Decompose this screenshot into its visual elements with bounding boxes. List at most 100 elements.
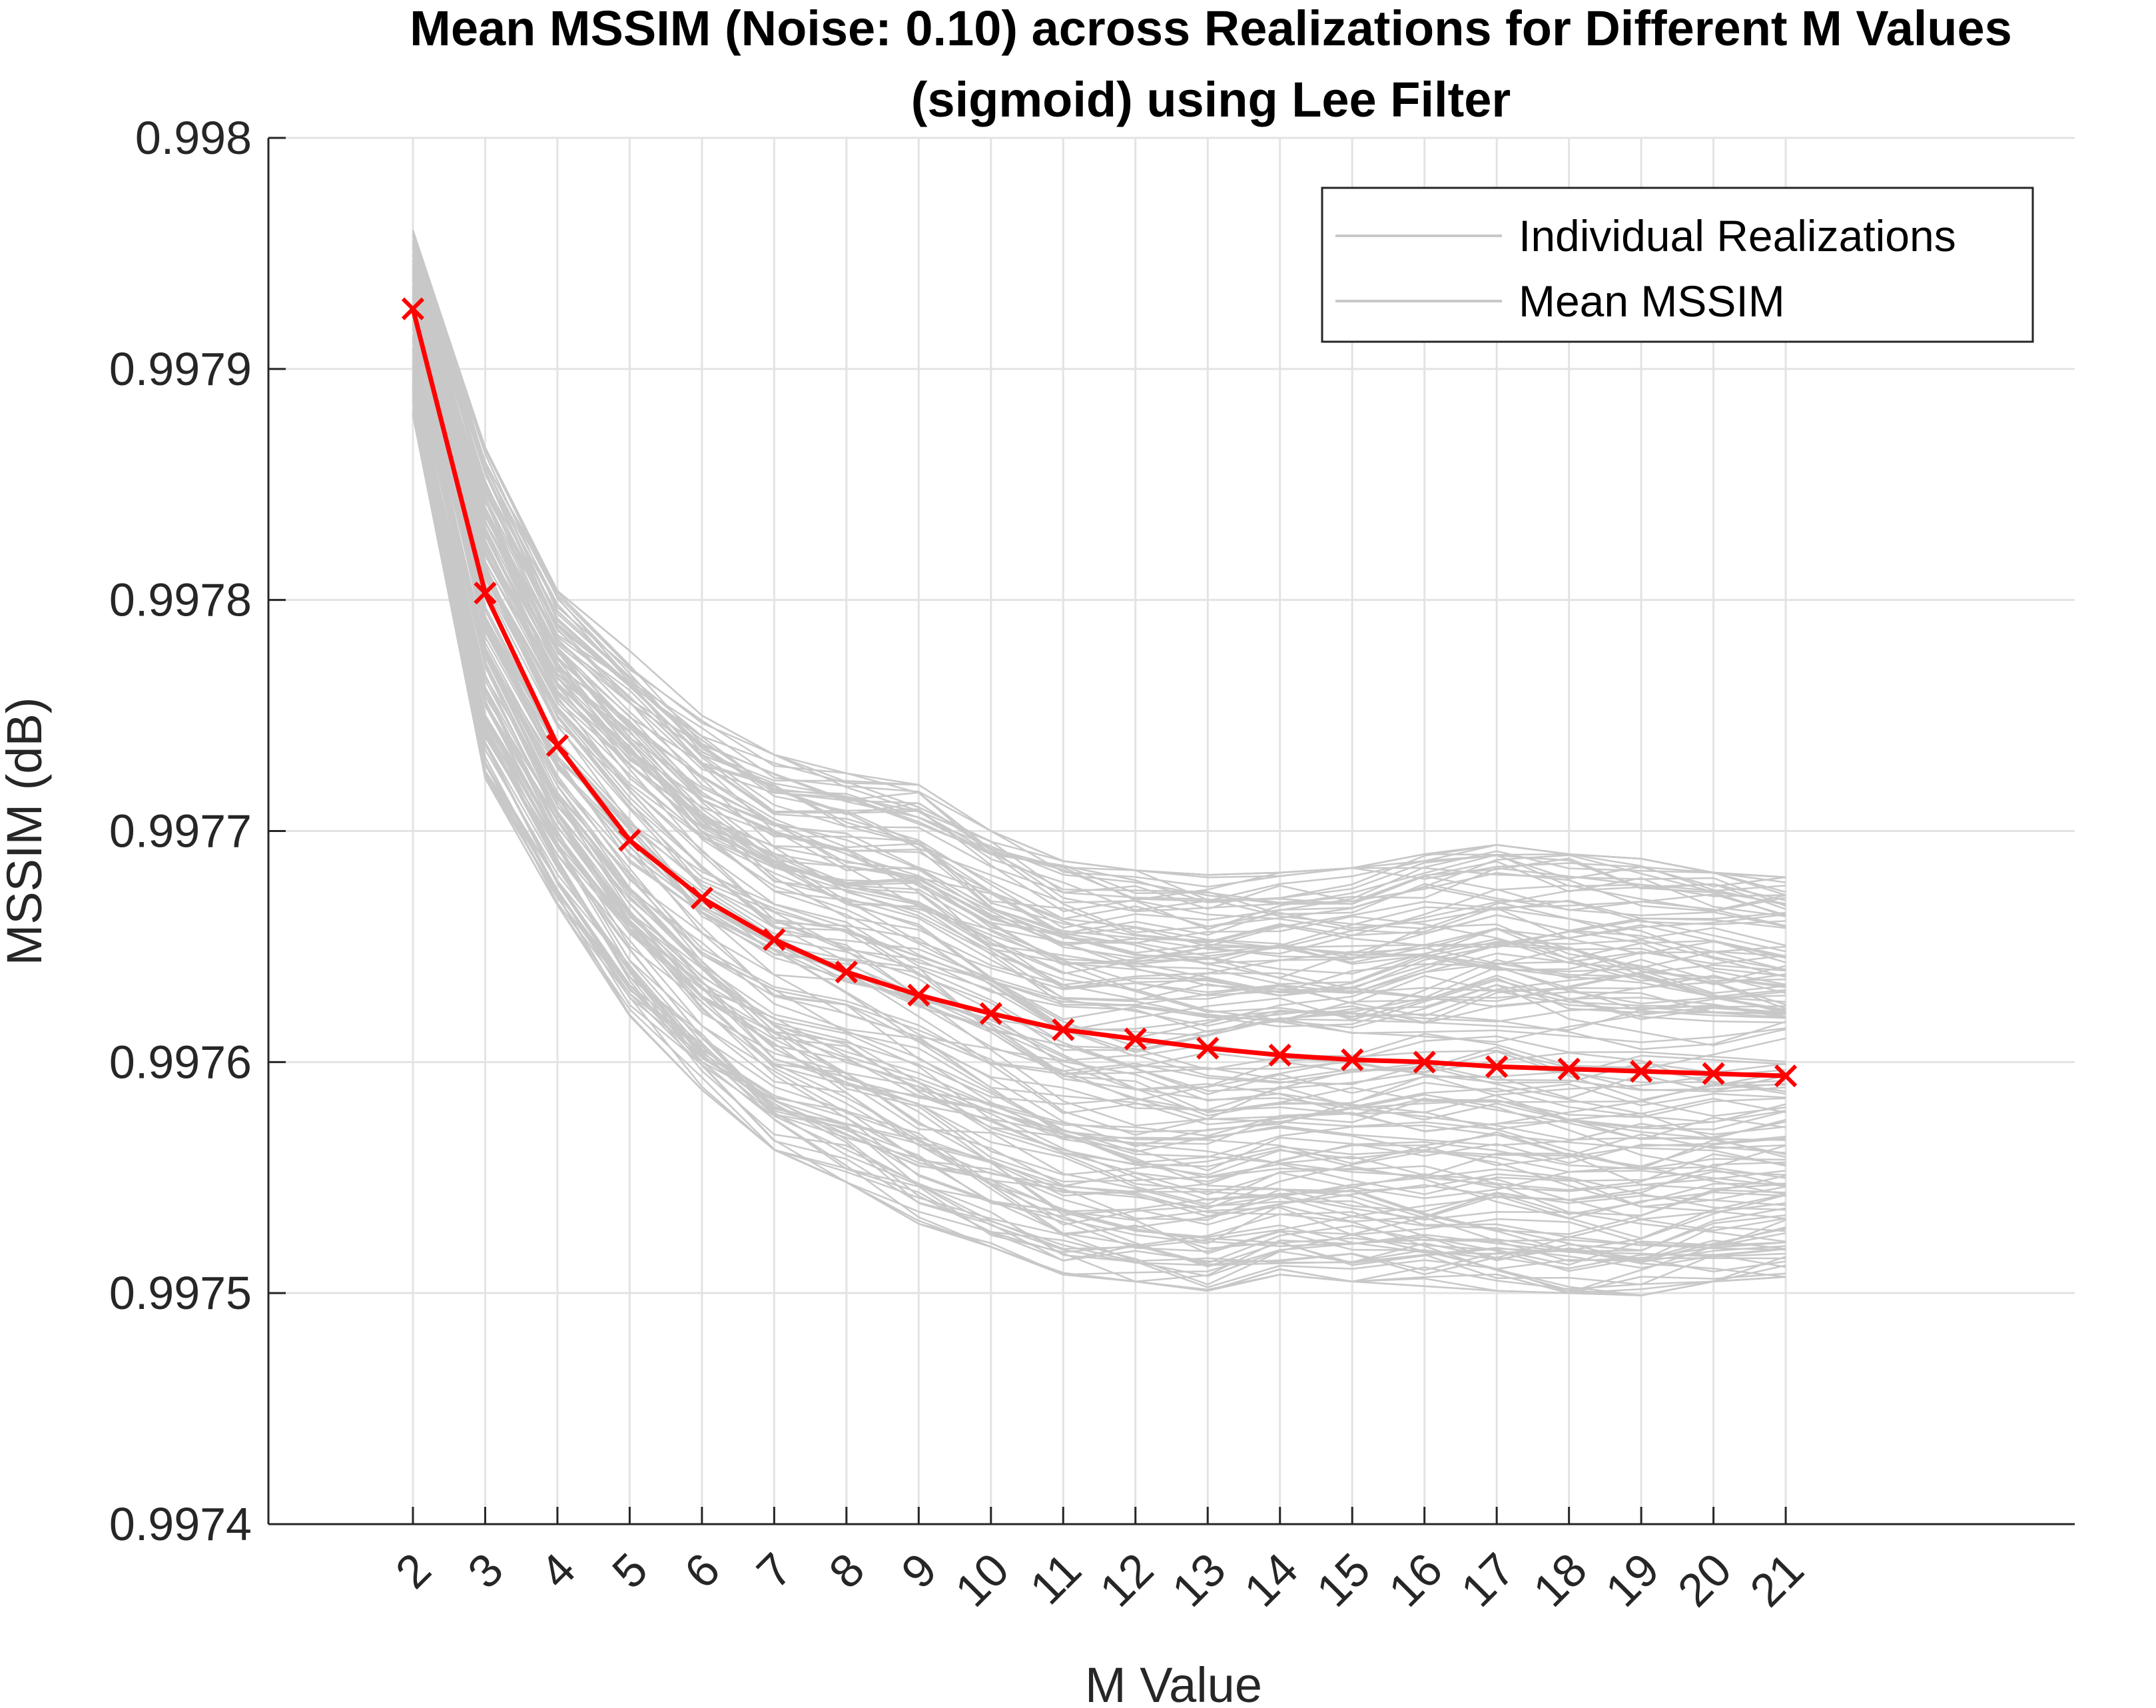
realization-line xyxy=(412,290,1786,1005)
realization-line xyxy=(412,294,1786,1010)
mean-mssim-marker xyxy=(1196,1037,1220,1060)
realization-line xyxy=(412,294,1786,1028)
realization-line xyxy=(412,350,1786,1157)
mean-mssim-line xyxy=(410,308,1786,1078)
mean-series-layer xyxy=(401,297,1798,1088)
legend: Individual Realizations Mean MSSIM xyxy=(1321,187,2034,343)
realization-line xyxy=(412,398,1786,1278)
axes-layer xyxy=(267,137,2075,1525)
realization-line xyxy=(412,358,1786,1179)
mean-mssim-marker xyxy=(1052,1018,1075,1041)
y-tick-label: 0.998 xyxy=(135,112,252,164)
mean-mssim-marker xyxy=(1268,1043,1291,1067)
y-tick-label: 0.9976 xyxy=(109,1036,252,1088)
realization-line xyxy=(412,328,1786,1117)
realization-line xyxy=(412,377,1786,1220)
y-tick-labels: 0.9974 0.9975 0.9976 0.9977 0.9978 0.9979 0.99… xyxy=(109,112,252,1550)
realization-line xyxy=(412,357,1786,1208)
realization-line xyxy=(412,315,1786,1115)
chart-subtitle: (sigmoid) using Lee Filter xyxy=(911,72,1511,127)
realization-line xyxy=(412,337,1786,1126)
mean-mssim-marker xyxy=(1485,1055,1509,1078)
y-tick-label: 0.9974 xyxy=(109,1498,252,1550)
y-tick-label: 0.9975 xyxy=(109,1267,252,1319)
realization-line xyxy=(412,247,1786,913)
realization-line xyxy=(412,361,1786,1202)
legend-label-individual: Individual Realizations xyxy=(1519,211,1956,260)
mean-mssim-marker xyxy=(979,1002,1002,1025)
realization-line xyxy=(412,339,1786,1170)
realization-line xyxy=(412,324,1786,1140)
realization-line xyxy=(412,272,1786,971)
mean-mssim-marker xyxy=(1557,1057,1581,1080)
realization-line xyxy=(412,302,1786,1021)
y-tick-label: 0.9979 xyxy=(109,343,252,395)
chart-title: Mean MSSIM (Noise: 0.10) across Realizat… xyxy=(410,1,2012,56)
realization-line xyxy=(412,279,1786,995)
realization-line xyxy=(412,399,1786,1296)
mean-mssim-marker xyxy=(474,582,497,605)
mean-mssim-marker xyxy=(907,983,930,1007)
realization-line xyxy=(412,304,1786,1091)
realization-line xyxy=(412,366,1786,1176)
realization-line xyxy=(412,286,1786,1019)
realization-line xyxy=(412,235,1786,917)
realization-line xyxy=(412,348,1786,1128)
realization-line xyxy=(412,380,1786,1235)
realization-line xyxy=(412,281,1786,1017)
legend-box xyxy=(1321,187,2034,343)
realization-line xyxy=(412,393,1786,1220)
realization-line xyxy=(412,272,1786,965)
realization-line xyxy=(412,299,1786,1051)
realization-line xyxy=(412,414,1786,1276)
y-axis-label: MSSIM (dB) xyxy=(0,697,52,966)
realization-line xyxy=(412,308,1786,1043)
realization-line xyxy=(412,280,1786,985)
realization-line xyxy=(412,390,1786,1243)
realization-line xyxy=(412,368,1786,1212)
realization-line xyxy=(412,328,1786,1141)
realization-line xyxy=(412,236,1786,913)
realization-line xyxy=(412,254,1786,957)
realization-line xyxy=(412,258,1786,954)
mean-mssim-marker xyxy=(1124,1027,1147,1051)
mean-mssim-marker xyxy=(618,829,641,852)
mean-mssim-marker xyxy=(1413,1051,1436,1074)
mean-mssim-marker xyxy=(401,297,425,320)
y-tick-label: 0.9977 xyxy=(109,805,252,857)
realization-line xyxy=(412,323,1786,1126)
realization-line xyxy=(412,326,1786,1111)
realization-line xyxy=(412,230,1786,879)
y-tick-label: 0.9978 xyxy=(109,574,252,626)
realization-line xyxy=(412,336,1786,1166)
realization-line xyxy=(412,254,1786,930)
realization-line xyxy=(412,334,1786,1114)
mean-mssim-marker xyxy=(835,960,858,984)
mean-mssim-marker xyxy=(690,886,714,910)
realization-line xyxy=(412,268,1786,959)
x-axis-label: M Value xyxy=(1085,1657,1262,1708)
mean-mssim-marker xyxy=(1629,1060,1653,1083)
realization-line xyxy=(412,290,1786,1053)
realization-line xyxy=(412,284,1786,1019)
realization-line xyxy=(412,396,1786,1269)
mean-mssim-marker xyxy=(1774,1065,1798,1088)
realization-line xyxy=(412,316,1786,1033)
mean-mssim-marker xyxy=(545,734,569,757)
mean-mssim-marker xyxy=(1702,1062,1725,1085)
realization-line xyxy=(412,408,1786,1292)
realization-line xyxy=(412,374,1786,1167)
mean-mssim-marker xyxy=(1341,1048,1364,1071)
realizations-layer xyxy=(412,230,1786,1296)
realization-line xyxy=(412,233,1786,917)
legend-label-mean: Mean MSSIM xyxy=(1519,276,1785,326)
mean-mssim-marker xyxy=(763,928,786,951)
realization-line xyxy=(412,298,1786,1033)
realization-line xyxy=(412,241,1786,911)
realization-line xyxy=(412,254,1786,931)
realization-line xyxy=(412,297,1786,1070)
realization-line xyxy=(412,352,1786,1177)
realization-line xyxy=(412,261,1786,955)
realization-line xyxy=(412,391,1786,1278)
